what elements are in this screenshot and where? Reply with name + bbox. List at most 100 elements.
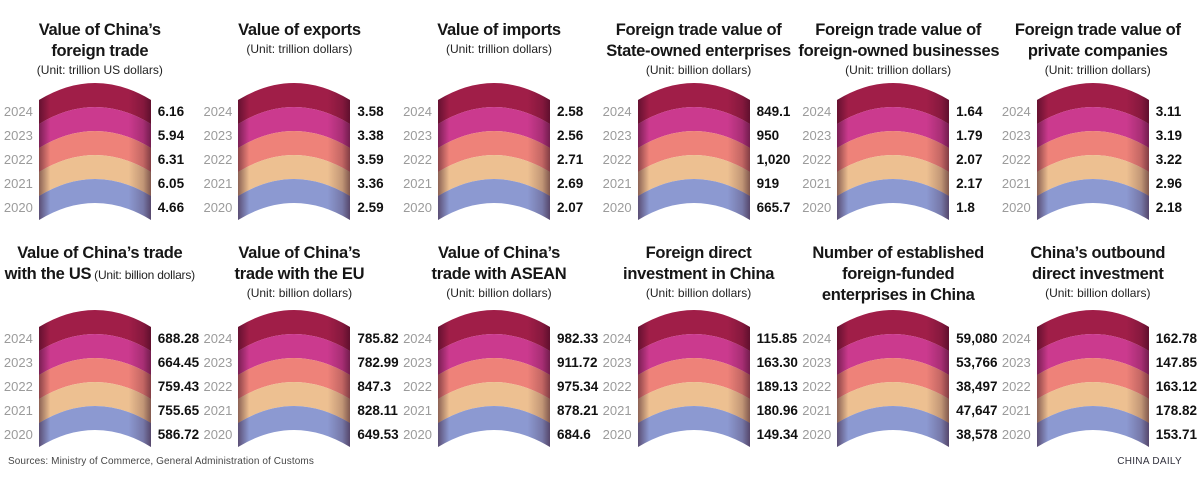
chart-title-line: Foreign trade value of: [1014, 21, 1181, 39]
chart-title-line: Number of established: [812, 244, 984, 262]
year-label: 2021: [602, 176, 632, 191]
year-label: 2021: [403, 176, 432, 191]
values-column: 785.82 782.99 847.3 828.11 649.53: [350, 327, 400, 447]
value-label: 1.64: [956, 104, 983, 119]
year-label: 2024: [3, 331, 33, 346]
arc-band-chart-5: [837, 83, 950, 220]
value-label: 847.3: [357, 379, 392, 394]
arc-edge-shading: [38, 310, 151, 447]
publisher-credit: CHINA DAILY: [1117, 456, 1182, 467]
chart-title-block-5: Foreign trade value of foreign-owned busi…: [798, 20, 1000, 83]
arc-band-chart-8: [238, 310, 351, 447]
charts-row-bottom: Value of China’s trade with the US (Unit: …: [0, 243, 1198, 448]
value-label: 2.07: [956, 152, 983, 167]
arc-band-chart-9: [437, 310, 550, 447]
year-label: 2023: [3, 128, 33, 143]
value-label: 975.34: [556, 379, 599, 394]
chart-unit: (Unit: trillion dollars): [845, 63, 952, 77]
value-label: 2.56: [556, 128, 584, 143]
chart-unit: (Unit: billion dollars): [246, 286, 353, 300]
arc-edge-shading: [437, 310, 550, 447]
arc-edge-shading: [437, 83, 550, 220]
years-axis: 2024 2023 2022 2021 2020: [997, 100, 1037, 220]
value-label: 649.53: [357, 427, 399, 442]
value-label: 3.22: [1155, 152, 1183, 167]
year-label: 2022: [403, 152, 432, 167]
value-label: 2.58: [556, 104, 584, 119]
year-label: 2020: [203, 427, 233, 442]
year-label: 2021: [403, 403, 432, 418]
values-column: 3.58 3.38 3.59 3.36 2.59: [350, 100, 400, 220]
arc-edge-shading: [837, 310, 950, 447]
arc-band-chart-10: [637, 310, 750, 447]
values-column: 162.78 147.85 163.12 178.82 153.71: [1149, 327, 1198, 447]
value-label: 586.72: [157, 427, 200, 442]
chart-title-block-8: Value of China’s trade with the EU (Unit: …: [200, 243, 400, 310]
chart-title-line: foreign trade: [51, 42, 149, 60]
value-label: 1,020: [756, 152, 791, 167]
arc-edge-shading: [38, 83, 151, 220]
chart-unit: (Unit: billion dollars): [645, 63, 752, 77]
arc-band-chart-3: [437, 83, 550, 220]
chart-cell-4: Foreign trade value of State-owned enterp…: [599, 0, 799, 221]
value-label: 6.16: [157, 104, 185, 119]
year-label: 2022: [403, 379, 432, 394]
chart-cell-6: Foreign trade value of private companies (…: [998, 0, 1198, 221]
value-label: 785.82: [357, 331, 399, 346]
year-label: 2022: [602, 379, 632, 394]
year-label: 2020: [602, 200, 632, 215]
chart-body: 2024 2023 2022 2021 2020 59,080 53,766 38,497 47…: [797, 310, 999, 448]
chart-body: 2024 2023 2022 2021 2020 1.64 1.79 2.07 2.17 1.8: [797, 83, 999, 221]
chart-body: 2024 2023 2022 2021 2020 115.85 163.30 189.13 18…: [598, 310, 800, 448]
chart-title-block-3: Value of imports (Unit: trillion dollars): [399, 20, 599, 83]
year-label: 2023: [3, 355, 33, 370]
sources-note: Sources: Ministry of Commerce, General A…: [8, 456, 314, 467]
value-label: 147.85: [1155, 355, 1198, 370]
chart-title-line: foreign-owned businesses: [798, 42, 1000, 60]
chart-title-block-9: Value of China’s trade with ASEAN (Unit: b…: [399, 243, 599, 310]
value-label: 759.43: [157, 379, 200, 394]
chart-body: 2024 2023 2022 2021 2020 6.16 5.94 6.31 6.05 4.66: [0, 83, 201, 221]
values-column: 115.85 163.30 189.13 180.96 149.34: [750, 327, 800, 447]
years-axis: 2024 2023 2022 2021 2020: [398, 327, 438, 447]
value-label: 755.65: [157, 403, 200, 418]
year-label: 2022: [602, 152, 632, 167]
years-axis: 2024 2023 2022 2021 2020: [598, 100, 638, 220]
chart-cell-12: China’s outbound direct investment (Unit: …: [998, 243, 1198, 448]
year-label: 2022: [3, 379, 33, 394]
year-label: 2023: [802, 128, 832, 143]
value-label: 782.99: [357, 355, 399, 370]
value-label: 47,647: [956, 403, 998, 418]
chart-title-line: China’s outbound: [1030, 244, 1166, 262]
charts-row-top: Value of China’s foreign trade (Unit: tril…: [0, 0, 1198, 221]
year-label: 2020: [1001, 427, 1031, 442]
value-label: 178.82: [1155, 403, 1198, 418]
year-label: 2024: [802, 104, 832, 119]
chart-title-line: Value of China’s trade: [17, 244, 183, 262]
arc-band-chart-6: [1036, 83, 1149, 220]
values-column: 59,080 53,766 38,497 47,647 38,578: [949, 327, 999, 447]
chart-title-line: Foreign trade value of: [615, 21, 782, 39]
arc-band-chart-4: [637, 83, 750, 220]
value-label: 3.59: [357, 152, 384, 167]
chart-title-block-2: Value of exports (Unit: trillion dollars): [200, 20, 400, 83]
chart-unit: (Unit: trillion dollars): [1044, 63, 1151, 77]
arc-band-chart-1: [38, 83, 151, 220]
year-label: 2024: [1001, 104, 1031, 119]
year-label: 2023: [1001, 355, 1031, 370]
chart-title-line: State-owned enterprises: [606, 42, 791, 60]
chart-cell-7: Value of China’s trade with the US (Unit: …: [0, 243, 200, 448]
value-label: 2.18: [1155, 200, 1183, 215]
year-label: 2021: [203, 176, 233, 191]
year-label: 2023: [203, 128, 233, 143]
value-label: 665.7: [756, 200, 791, 215]
year-label: 2021: [1001, 176, 1031, 191]
value-label: 3.11: [1155, 104, 1182, 119]
arc-edge-shading: [238, 310, 351, 447]
values-column: 3.11 3.19 3.22 2.96 2.18: [1149, 100, 1198, 220]
chart-body: 2024 2023 2022 2021 2020 982.33 911.72 975.34 87…: [398, 310, 600, 448]
arc-band-chart-12: [1036, 310, 1149, 447]
value-label: 163.12: [1155, 379, 1198, 394]
chart-title-line: with the US (Unit: billion dollars): [4, 265, 196, 283]
year-label: 2020: [602, 427, 632, 442]
